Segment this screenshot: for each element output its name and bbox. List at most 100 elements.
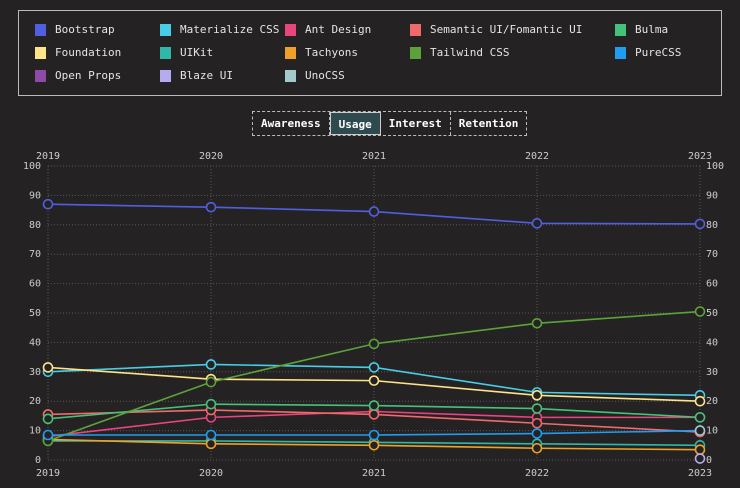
legend-label: Tailwind CSS [430, 46, 510, 59]
legend-swatch [160, 23, 171, 36]
data-point [694, 444, 706, 456]
data-point [531, 417, 543, 429]
legend-item[interactable]: Tachyons [285, 46, 358, 59]
data-point [531, 428, 543, 439]
tab-usage[interactable]: Usage [329, 112, 381, 135]
legend-item[interactable]: Bootstrap [35, 23, 115, 36]
y-tick-label-right: 10 [706, 426, 718, 437]
y-tick-label-right: 60 [706, 279, 718, 290]
data-point [205, 398, 217, 410]
data-point [205, 376, 217, 388]
legend-item[interactable]: Ant Design [285, 23, 371, 36]
legend-swatch [285, 69, 296, 82]
y-tick-label-left: 100 [23, 161, 41, 172]
metric-tabs: Awareness Usage Interest Retention [252, 111, 528, 136]
legend-label: Foundation [55, 46, 122, 59]
x-tick-label-top: 2019 [36, 151, 60, 162]
data-point [694, 453, 706, 464]
legend-item[interactable]: Open Props [35, 69, 121, 82]
legend-swatch [615, 23, 626, 36]
y-tick-label-left: 80 [29, 220, 41, 231]
y-tick-label-right: 30 [706, 367, 718, 378]
x-tick-label-bottom: 2020 [199, 468, 223, 479]
legend-item[interactable]: Bulma [615, 23, 668, 36]
legend-swatch [285, 46, 296, 59]
legend-swatch [160, 69, 171, 82]
data-point [531, 390, 543, 401]
legend-label: Blaze UI [180, 69, 233, 82]
y-tick-label-right: 20 [706, 396, 718, 407]
y-tick-label-right: 80 [706, 220, 718, 231]
legend-item[interactable]: Tailwind CSS [410, 46, 509, 59]
legend-item[interactable]: Foundation [35, 46, 121, 59]
legend-item[interactable]: UnoCSS [285, 69, 345, 82]
legend-swatch [35, 46, 46, 59]
data-point [42, 413, 54, 425]
x-tick-label-top: 2022 [525, 151, 549, 162]
y-tick-label-right: 90 [706, 190, 718, 201]
legend-swatch [160, 46, 171, 59]
x-tick-label-bottom: 2021 [362, 468, 386, 479]
legend-label: Ant Design [305, 23, 372, 36]
legend-swatch [410, 23, 421, 36]
legend-item[interactable]: PureCSS [615, 46, 681, 59]
x-tick-label-top: 2021 [362, 151, 386, 162]
tab-retention[interactable]: Retention [458, 117, 519, 130]
data-point [531, 403, 543, 414]
legend-label: Tachyons [305, 46, 358, 59]
data-point [368, 206, 380, 217]
x-tick-label-bottom: 2023 [688, 468, 712, 479]
legend-label: PureCSS [635, 46, 682, 59]
legend-label: Semantic UI/Fomantic UI [430, 23, 583, 36]
data-point [368, 400, 380, 411]
y-tick-label-left: 90 [29, 190, 41, 201]
data-point [694, 306, 706, 317]
legend-label: Bulma [635, 23, 669, 36]
legend-swatch [410, 46, 421, 59]
data-point [368, 429, 380, 441]
y-tick-label-right: 50 [706, 308, 718, 319]
y-tick-label-left: 70 [29, 249, 41, 260]
tab-interest[interactable]: Interest [381, 112, 451, 135]
y-tick-label-right: 40 [706, 337, 718, 348]
data-point [694, 218, 706, 230]
y-tick-label-left: 60 [29, 279, 41, 290]
y-tick-label-right: 70 [706, 249, 718, 260]
y-tick-label-left: 50 [29, 308, 41, 319]
data-point [694, 425, 706, 436]
legend-item[interactable]: Materialize CSS [160, 23, 279, 36]
data-point [205, 359, 217, 370]
data-point [205, 201, 217, 213]
data-point [694, 412, 706, 423]
data-point [368, 338, 380, 350]
legend-label: Bootstrap [55, 23, 115, 36]
tab-awareness[interactable]: Awareness [253, 112, 330, 135]
y-tick-label-left: 40 [29, 337, 41, 348]
legend-label: Materialize CSS [180, 23, 280, 36]
data-point [368, 439, 380, 451]
legend-label: UnoCSS [305, 69, 345, 82]
legend-swatch [615, 46, 626, 59]
legend-swatch [35, 23, 46, 36]
data-point [42, 429, 54, 441]
data-point [531, 218, 543, 229]
legend-swatch [285, 23, 296, 36]
legend-item[interactable]: UIKit [160, 46, 213, 59]
y-tick-label-left: 10 [29, 426, 41, 437]
data-point [42, 362, 54, 373]
legend-label: UIKit [180, 46, 214, 59]
x-tick-label-bottom: 2022 [525, 468, 549, 479]
data-point [531, 442, 543, 454]
legend-item[interactable]: Semantic UI/Fomantic UI [410, 23, 582, 36]
x-tick-label-bottom: 2019 [36, 468, 60, 479]
y-tick-label-right: 100 [706, 161, 724, 172]
data-point [205, 429, 217, 441]
data-point [531, 317, 543, 329]
chart-legend: Bootstrap Materialize CSS Ant Design Semant… [18, 10, 722, 96]
data-point [368, 409, 380, 420]
y-tick-label-right: 0 [706, 455, 712, 466]
y-tick-label-left: 30 [29, 367, 41, 378]
data-point [42, 198, 54, 210]
legend-item[interactable]: Blaze UI [160, 69, 233, 82]
